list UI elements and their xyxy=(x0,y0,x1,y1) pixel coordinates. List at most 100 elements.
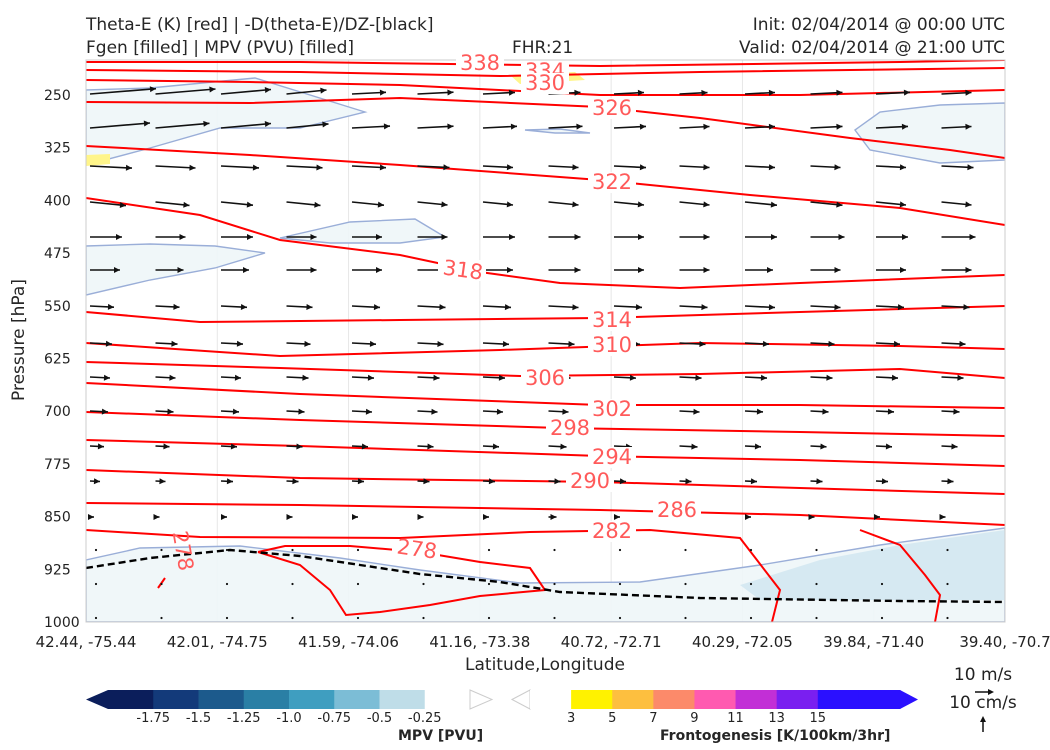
wind-vector-shaft xyxy=(155,122,210,129)
wind-vector-head xyxy=(881,478,888,485)
wind-vector-head xyxy=(562,408,569,415)
wind-vector-arrow xyxy=(941,123,972,130)
mpv-colorbar-segment xyxy=(198,690,245,709)
wind-vector-head xyxy=(750,478,757,485)
wind-vector-head xyxy=(965,89,972,96)
vector-key-wind-label: 10 m/s xyxy=(954,665,1012,685)
fgen-colorbar-segment xyxy=(571,690,613,709)
wind-vector-arrow xyxy=(286,478,299,485)
fgen-colorbar-segment xyxy=(817,690,860,709)
wind-vector-head xyxy=(169,374,176,381)
fgen-colorbar-segment xyxy=(612,690,654,709)
wind-vector-head xyxy=(767,267,773,273)
theta-e-contour-label: 302 xyxy=(592,397,632,421)
wind-vector-arrow xyxy=(679,89,708,96)
wind-vector-shaft xyxy=(89,122,151,129)
wind-vector-head xyxy=(506,201,513,208)
wind-vector-arrow xyxy=(875,123,909,130)
wind-vector-arrow xyxy=(417,164,450,171)
wind-vector-head xyxy=(965,201,972,208)
x-tick-label: 41.16, -73.38 xyxy=(429,633,530,651)
wind-vector-dot xyxy=(553,548,556,552)
wind-vector-dot xyxy=(880,582,884,586)
wind-vector-head xyxy=(834,164,841,171)
wind-vector-head xyxy=(125,164,132,171)
wind-vector-arrow xyxy=(89,443,105,450)
wind-vector-head xyxy=(119,202,126,208)
wind-vector-arrow xyxy=(876,267,906,273)
wind-vector-arrow xyxy=(89,478,101,485)
wind-vector-head xyxy=(629,374,636,381)
wind-vector-arrow xyxy=(482,374,506,381)
wind-vector-arrow xyxy=(941,304,970,311)
wind-vector-arrow xyxy=(153,514,160,520)
contour-label-bg xyxy=(588,521,636,542)
theta-e-contour-label: 318 xyxy=(441,255,484,284)
wind-vector-dot xyxy=(553,582,556,586)
wind-vector-arrow xyxy=(417,374,440,381)
theta-e-contour-label: 310 xyxy=(592,333,632,357)
wind-vector-head xyxy=(703,123,710,130)
wind-vector-head xyxy=(439,304,446,311)
wind-vector-head xyxy=(639,164,646,171)
wind-vector-head xyxy=(221,514,227,520)
wind-vector-head xyxy=(264,121,271,128)
wind-vector-head xyxy=(699,341,706,347)
wind-vector-head xyxy=(189,164,196,171)
x-tick-label: 39.84, -71.40 xyxy=(823,633,924,651)
wind-vector-arrow xyxy=(810,267,841,273)
fgen-colorbar-segment xyxy=(776,690,819,709)
wind-vector-arrow xyxy=(417,123,454,130)
wind-vector-arrow xyxy=(417,514,424,520)
theta-e-contour-label: 294 xyxy=(592,445,632,469)
wind-vector-arrow xyxy=(745,234,777,240)
wind-vector-head xyxy=(101,408,108,415)
wind-vector-head xyxy=(226,478,233,485)
wind-vector-arrow xyxy=(155,86,216,95)
wind-vector-shaft xyxy=(286,165,323,169)
wind-vector-arrow xyxy=(548,201,579,208)
wind-vector-arrow xyxy=(155,164,196,171)
wind-vector-dot xyxy=(356,582,360,586)
mpv-colorbar-extend xyxy=(469,689,494,710)
wind-vector-arrow xyxy=(482,304,512,311)
wind-vector-arrow xyxy=(89,374,111,381)
wind-vector-arrow xyxy=(679,374,702,381)
wind-vector-arrow xyxy=(613,164,647,171)
wind-vector-head xyxy=(116,234,122,240)
wind-vector-arrow xyxy=(89,408,109,415)
x-tick-label: 40.72, -72.71 xyxy=(561,633,662,651)
wind-vector-arrow xyxy=(90,267,120,273)
x-tick-label: 42.01, -74.75 xyxy=(167,633,268,651)
wind-vector-head xyxy=(836,89,843,96)
wind-vector-head xyxy=(836,123,843,130)
wind-vector-dot xyxy=(422,582,425,586)
wind-vector-head xyxy=(232,408,239,415)
mpv-colorbar-segment xyxy=(108,690,154,709)
fgen-colorbar-tick: 5 xyxy=(608,711,616,726)
y-tick-label: 700 xyxy=(44,404,71,420)
wind-vector-head xyxy=(506,164,513,171)
wind-vector-head xyxy=(838,234,845,240)
wind-vector-arrow xyxy=(941,478,954,485)
fgen-colorbar-extend xyxy=(510,689,531,710)
wind-vector-arrow xyxy=(220,164,260,171)
wind-vector-shaft xyxy=(220,88,272,95)
wind-vector-arrow xyxy=(417,304,446,311)
wind-vector-head xyxy=(286,514,293,520)
wind-vector-arrow xyxy=(744,89,776,96)
wind-vector-arrow xyxy=(220,374,242,381)
fgen-colorbar-tick: 11 xyxy=(727,711,744,726)
wind-vector-arrow xyxy=(483,514,489,520)
wind-vector-arrow xyxy=(810,201,843,208)
wind-vector-arrow xyxy=(286,408,305,415)
wind-vector-head xyxy=(771,234,777,240)
chart-title-line2: Fgen [filled] | MPV (PVU) [filled] xyxy=(86,38,355,58)
wind-vector-head xyxy=(243,267,249,273)
wind-vector-head xyxy=(899,164,906,171)
wind-vector-arrow xyxy=(482,123,518,130)
wind-vector-arrow xyxy=(286,164,323,171)
wind-vector-head xyxy=(701,89,708,96)
wind-vector-dot xyxy=(880,616,884,620)
